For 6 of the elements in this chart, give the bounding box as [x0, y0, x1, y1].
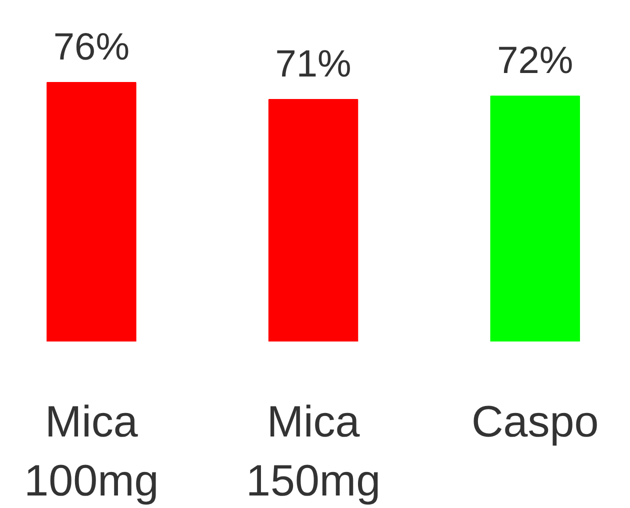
- data-label: 72%: [497, 40, 574, 82]
- x-tick-label: Mica 150mg: [246, 398, 381, 506]
- data-label: 71%: [275, 43, 352, 86]
- data-label: 76%: [53, 26, 130, 68]
- x-tick-label: Caspo: [472, 398, 599, 446]
- x-tick-label: Mica 100mg: [24, 398, 159, 506]
